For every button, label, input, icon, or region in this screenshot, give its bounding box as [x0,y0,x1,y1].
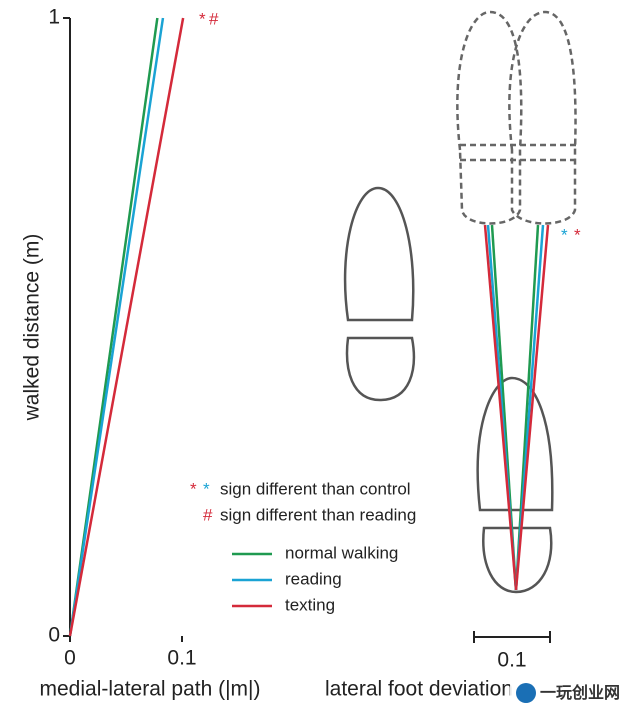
watermark: 一玩创业网 [540,683,620,702]
watermark-logo [516,683,536,703]
y-tick-label: 1 [48,6,60,29]
y-axis-label: walked distance (m) [21,234,44,422]
legend-label: texting [285,595,335,614]
marker: * [561,225,568,244]
ghost-foot [456,10,523,225]
marker: * [574,225,581,244]
note-text: sign different than control [220,479,411,498]
note-symbol: # [203,505,213,524]
watermark-box [510,676,633,710]
note-symbol: * [203,479,210,498]
foot-outline [345,336,416,402]
x-axis-label: medial-lateral path (|m|) [40,678,261,701]
y-tick-label: 0 [48,624,60,647]
deviation-lines [483,224,550,591]
x-axis-label: lateral foot deviation [325,678,513,701]
marker: * [199,9,206,28]
foot-outline [482,526,553,594]
series-line [68,17,185,637]
scale-label: 0.1 [497,649,526,672]
foot-outline [476,376,554,512]
x-tick-label: 0.1 [167,647,196,670]
legend-label: reading [285,569,342,588]
x-tick-label: 0 [64,647,76,670]
ghost-foot [508,10,577,225]
deviation-line [483,224,518,591]
foot-outline [343,186,415,322]
deviation-line [514,224,550,591]
marker: # [209,9,219,28]
series-line [68,17,165,637]
legend-label: normal walking [285,543,398,562]
note-symbol: * [190,479,197,498]
note-text: sign different than reading [220,505,416,524]
